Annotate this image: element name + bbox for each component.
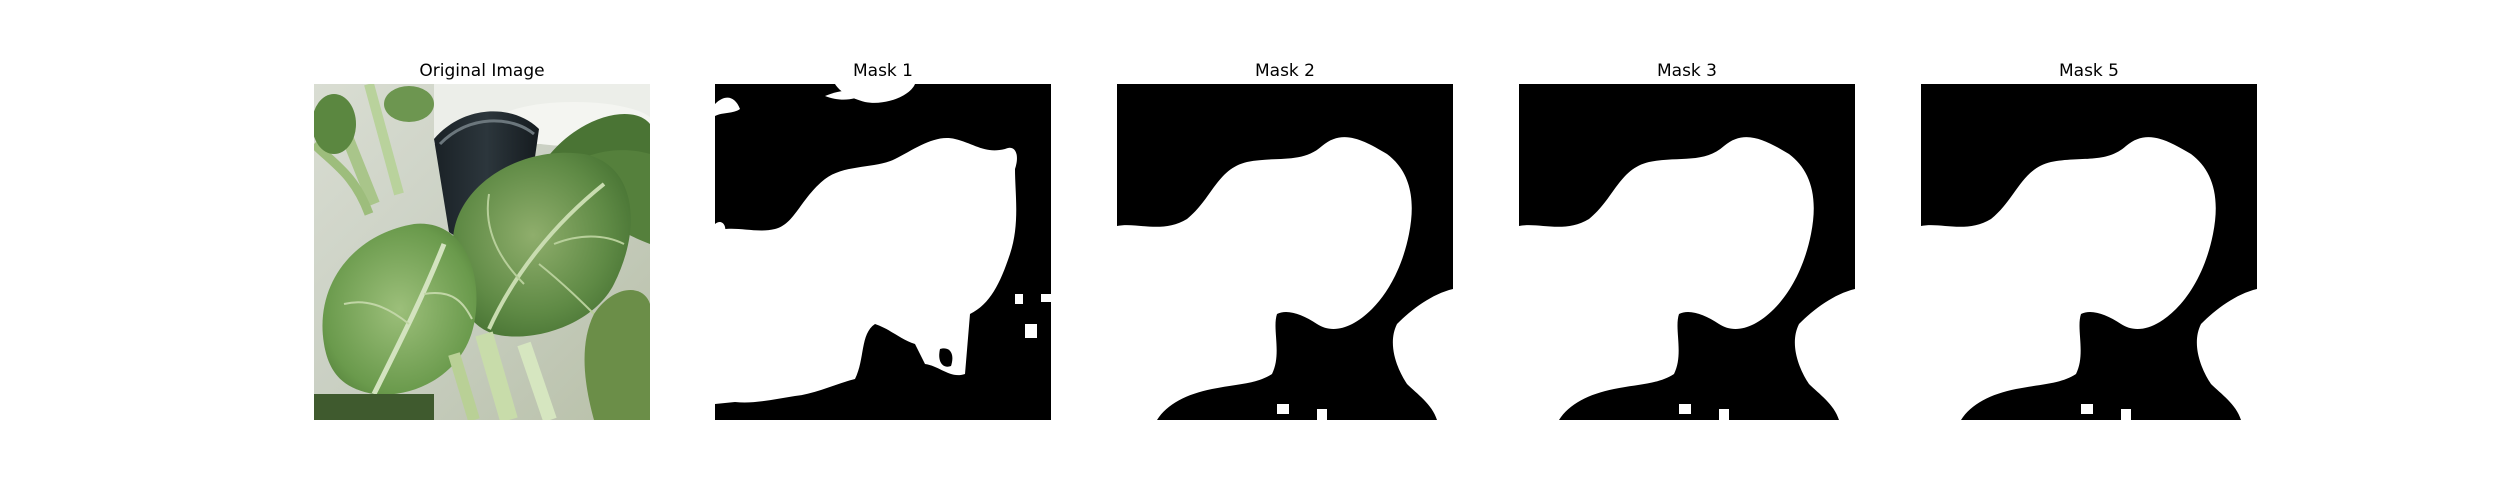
panel-title: Mask 2 [1117,58,1453,84]
panel-title: Mask 3 [1519,58,1855,84]
panel-title: Original Image [314,58,650,84]
mask-1-image [715,84,1051,420]
mask-5-panel: Mask 5 [1921,58,2257,420]
mask-2-image [1117,84,1453,420]
panel-title: Mask 1 [715,58,1051,84]
mask-3-image [1519,84,1855,420]
panel-title: Mask 5 [1921,58,2257,84]
mask-1-panel: Mask 1 [715,58,1051,420]
mask-2-panel: Mask 2 [1117,58,1453,420]
original-image-panel: Original Image [314,58,650,420]
mask-5-image [1921,84,2257,420]
original-image [314,84,650,420]
mask-3-panel: Mask 3 [1519,58,1855,420]
